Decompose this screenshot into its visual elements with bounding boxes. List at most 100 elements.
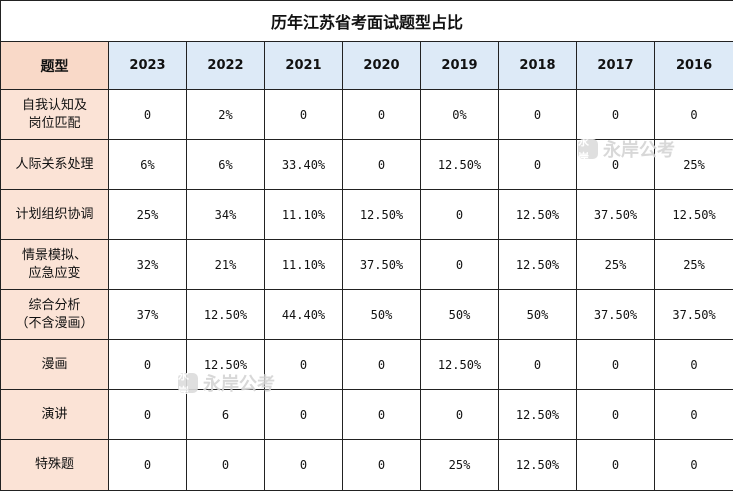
value-cell: 0 [264,339,343,390]
row-label: 计划组织协调 [0,189,109,240]
header-year: 2018 [498,41,577,90]
value-cell: 12.50% [498,239,577,290]
row-label-line: 特殊题 [34,457,74,472]
value-cell: 34% [186,189,265,240]
value-cell: 0 [264,389,343,440]
value-cell: 0 [576,389,655,440]
value-cell: 12.50% [342,189,421,240]
value-cell: 37.50% [342,239,421,290]
value-cell: 0 [342,339,421,390]
row-label: 自我认知及 岗位匹配 [0,89,109,140]
value-cell: 0 [498,339,577,390]
value-cell: 12.50% [186,289,265,340]
value-cell: 11.10% [264,239,343,290]
row-label-line: 计划组织协调 [15,206,94,222]
table-row: 漫画 0 12.50% 0 0 12.50% 0 0 0 [0,339,733,390]
value-cell: 33.40% [264,139,343,190]
header-year: 2022 [186,41,265,90]
value-cell: 50% [420,289,499,340]
table-row: 计划组织协调 25% 34% 11.10% 12.50% 0 12.50% 37.50% 12.… [0,189,733,240]
value-cell: 0 [653,389,733,440]
value-cell: 0 [108,339,187,390]
value-cell: 12.50% [653,189,733,240]
row-label-line: 漫画 [41,356,68,372]
value-cell: 50% [498,289,577,340]
value-cell: 0% [420,89,499,140]
value-cell: 6% [186,139,265,190]
value-cell: 6 [186,389,265,440]
value-cell: 12.50% [420,339,499,390]
value-cell: 21% [186,239,265,290]
value-cell: 0 [342,439,421,491]
header-year: 2020 [342,41,421,90]
value-cell: 37% [108,289,187,340]
table-row: 自我认知及 岗位匹配 0 2% 0 0 0% 0 0 0 [0,89,733,140]
row-label: 人际关系处理 [0,139,109,190]
value-cell: 25% [653,239,733,290]
value-cell: 0 [108,89,187,140]
value-cell: 12.50% [420,139,499,190]
value-cell: 0 [264,89,343,140]
header-year: 2023 [108,41,187,90]
row-label-line: 自我认知及 [21,97,87,113]
value-cell: 0 [342,139,421,190]
table-row: 特殊题 0 0 0 0 25% 12.50% 0 0 [0,439,733,491]
header-year: 2021 [264,41,343,90]
value-cell: 0 [576,439,655,491]
value-cell: 37.50% [653,289,733,340]
value-cell: 12.50% [498,439,577,491]
value-cell: 50% [342,289,421,340]
row-label-line: 综合分析 [28,297,81,313]
header-type: 题型 [0,41,109,90]
value-cell: 25% [108,189,187,240]
value-cell: 6% [108,139,187,190]
row-label: 情景模拟、 应急应变 [0,239,109,290]
value-cell: 12.50% [498,389,577,440]
table-row: 综合分析 （不含漫画） 37% 12.50% 44.40% 50% 50% 50% 37.50%… [0,289,733,340]
row-label: 漫画 [0,339,109,390]
table-row: 人际关系处理 6% 6% 33.40% 0 12.50% 0 0 25% [0,139,733,190]
value-cell: 0 [576,139,655,190]
value-cell: 0 [420,189,499,240]
table-title: 历年江苏省考面试题型占比 [0,0,733,42]
value-cell: 0 [576,89,655,140]
row-label: 特殊题 [0,439,109,491]
value-cell: 44.40% [264,289,343,340]
value-cell: 32% [108,239,187,290]
value-cell: 12.50% [498,189,577,240]
value-cell: 25% [576,239,655,290]
value-cell: 0 [420,389,499,440]
row-label-line: 情景模拟、 [21,247,87,263]
table-row: 情景模拟、 应急应变 32% 21% 11.10% 37.50% 0 12.50% 25% 25% [0,239,733,290]
value-cell: 12.50% [186,339,265,390]
value-cell: 0 [186,439,265,491]
value-cell: 37.50% [576,189,655,240]
value-cell: 0 [653,339,733,390]
value-cell: 0 [420,239,499,290]
row-label-line: 应急应变 [28,265,81,281]
value-cell: 37.50% [576,289,655,340]
header-year: 2016 [653,41,733,90]
row-label: 演讲 [0,389,109,440]
row-label-line: 岗位匹配 [28,115,81,131]
value-cell: 0 [653,89,733,140]
value-cell: 0 [264,439,343,491]
row-label-line: 演讲 [41,406,68,422]
value-cell: 25% [653,139,733,190]
header-year: 2019 [420,41,499,90]
value-cell: 0 [342,89,421,140]
value-cell: 0 [108,389,187,440]
row-label: 综合分析 （不含漫画） [0,289,109,340]
value-cell: 0 [498,89,577,140]
header-year: 2017 [576,41,655,90]
row-label-line: 人际关系处理 [15,156,94,172]
value-cell: 0 [108,439,187,491]
value-cell: 0 [498,139,577,190]
value-cell: 11.10% [264,189,343,240]
value-cell: 0 [653,439,733,491]
value-cell: 25% [420,439,499,491]
value-cell: 0 [576,339,655,390]
table-row: 演讲 0 6 0 0 0 12.50% 0 0 [0,389,733,440]
value-cell: 2% [186,89,265,140]
